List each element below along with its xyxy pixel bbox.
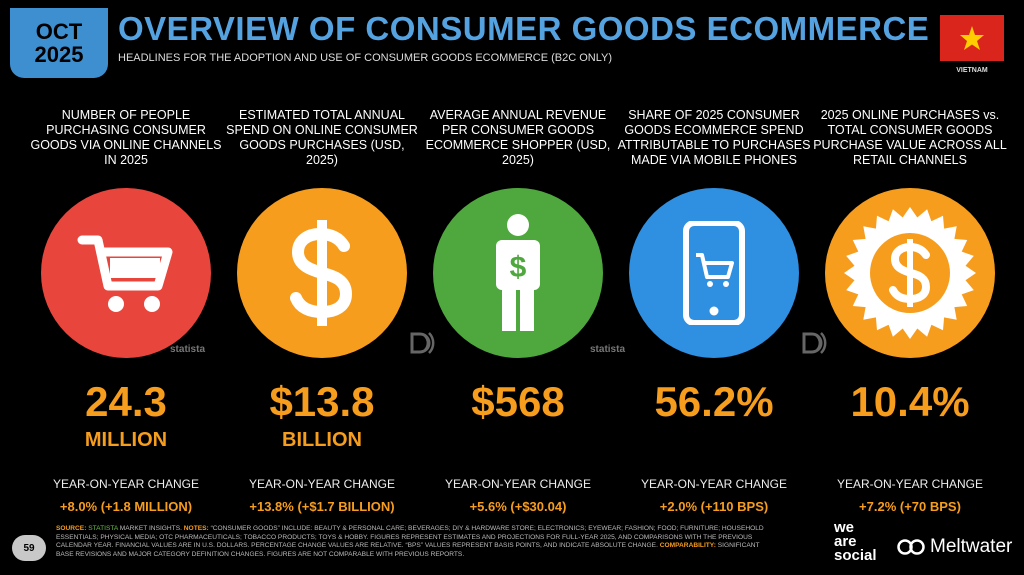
meltwater-logo: Meltwater [896, 536, 1012, 558]
logo-we: we [834, 519, 855, 536]
stat-value: $568 [471, 378, 565, 425]
shopping-cart-icon [41, 188, 211, 358]
we-are-social-logo: we are social [834, 519, 877, 564]
stat-column-mobile-share: SHARE OF 2025 CONSUMER GOODS ECOMMERCE S… [616, 108, 812, 514]
stat-value: 56.2% [654, 378, 774, 425]
yoy-value: +13.8% (+$1.7 BILLION) [249, 499, 395, 514]
page-subtitle: HEADLINES FOR THE ADOPTION AND USE OF CO… [118, 52, 613, 64]
stat-unit [420, 429, 616, 455]
source-label: SOURCE: [56, 525, 87, 532]
notes-label: NOTES: [183, 525, 209, 532]
yoy-label: YEAR-ON-YEAR CHANGE [444, 477, 592, 491]
badge-year: 2025 [34, 42, 84, 67]
stat-unit: MILLION [84, 429, 168, 451]
yoy-label: YEAR-ON-YEAR CHANGE [640, 477, 788, 491]
logo-social: social [834, 547, 877, 564]
stat-column-shoppers: NUMBER OF PEOPLE PURCHASING CONSUMER GOO… [28, 108, 224, 514]
meltwater-mark-icon [897, 539, 925, 555]
yoy-label: YEAR-ON-YEAR CHANGE [248, 477, 396, 491]
page-title: OVERVIEW OF CONSUMER GOODS ECOMMERCE [118, 10, 930, 47]
badge-month: OCT [35, 18, 83, 44]
footer-notes: SOURCE: STATISTA MARKET INSIGHTS. NOTES:… [56, 525, 778, 559]
stat-heading: NUMBER OF PEOPLE PURCHASING CONSUMER GOO… [30, 108, 222, 167]
date-badge: OCT 2025 [10, 8, 108, 78]
datareportal-logo-icon [410, 332, 435, 354]
yoy-label: YEAR-ON-YEAR CHANGE [836, 477, 984, 491]
stat-value: $13.8 [269, 378, 375, 425]
logo-are: are [834, 533, 857, 550]
comparability-label: COMPARABILITY: [659, 542, 716, 550]
vietnam-flag-icon [940, 15, 1004, 61]
statista-logo: statista [590, 344, 626, 355]
stat-column-online-share: 2025 ONLINE PURCHASES vs. TOTAL CONSUMER… [812, 108, 1008, 514]
dollar-icon [237, 188, 407, 358]
datareportal-logo-icon [802, 332, 827, 354]
yoy-value: +5.6% (+$30.04) [469, 499, 567, 514]
stat-value: 24.3 [85, 378, 167, 425]
page-number: 59 [12, 535, 46, 561]
stat-heading: SHARE OF 2025 CONSUMER GOODS ECOMMERCE S… [617, 108, 811, 167]
yoy-value: +2.0% (+110 BPS) [659, 499, 769, 514]
stat-value: 10.4% [850, 378, 970, 425]
notes-text: “CONSUMER GOODS” INCLUDE: BEAUTY & PERSO… [56, 525, 764, 550]
comparability-text: SIGNIFICANT BASE REVISIONS AND MAJOR CAT… [56, 542, 760, 558]
stat-unit [812, 429, 1008, 455]
stat-column-spend: ESTIMATED TOTAL ANNUAL SPEND ON ONLINE C… [224, 108, 420, 514]
source-rest: MARKET INSIGHTS. [119, 525, 182, 532]
yoy-value: +7.2% (+70 BPS) [859, 499, 961, 514]
stat-heading: AVERAGE ANNUAL REVENUE PER CONSUMER GOOD… [425, 108, 611, 167]
yoy-value: +8.0% (+1.8 MILLION) [59, 499, 193, 514]
stat-heading: ESTIMATED TOTAL ANNUAL SPEND ON ONLINE C… [226, 108, 418, 167]
stat-unit [616, 429, 812, 455]
mobile-cart-icon [629, 188, 799, 358]
stat-heading: 2025 ONLINE PURCHASES vs. TOTAL CONSUMER… [813, 108, 1007, 167]
statista-logo: statista [170, 344, 206, 355]
stat-column-revenue-per-shopper: AVERAGE ANNUAL REVENUE PER CONSUMER GOOD… [420, 108, 616, 514]
svg-text:$: $ [510, 251, 527, 284]
person-dollar-icon: $ [433, 188, 603, 358]
stat-unit: BILLION [282, 429, 362, 451]
dollar-badge-icon [825, 188, 995, 358]
source-name: STATISTA [88, 525, 118, 532]
meltwater-wordmark: Meltwater [930, 536, 1013, 557]
yoy-label: YEAR-ON-YEAR CHANGE [52, 477, 200, 491]
country-label: VIETNAM [956, 67, 988, 74]
